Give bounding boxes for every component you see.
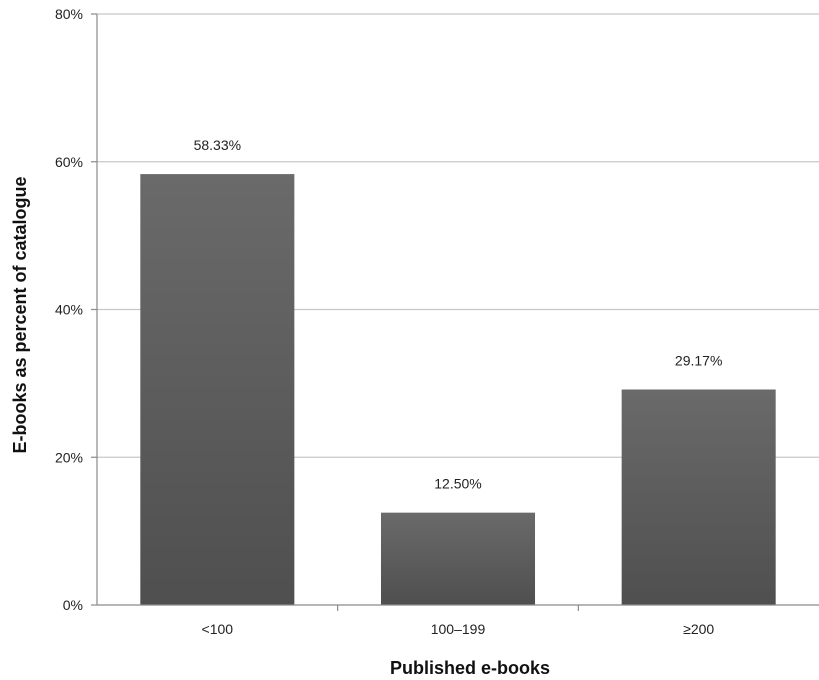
- y-tick-label: 40%: [55, 302, 83, 318]
- data-label: 29.17%: [675, 353, 722, 369]
- bar: [380, 512, 536, 605]
- labels-layer: 0% 20% 40% 60% 80% 58.33% <100 12.50% 100–199 29.…: [55, 6, 722, 637]
- bar: [140, 174, 295, 605]
- bars-layer: [140, 174, 776, 605]
- data-label: 58.33%: [194, 137, 241, 153]
- data-label: 12.50%: [434, 476, 481, 492]
- y-tick-label: 0%: [63, 597, 83, 613]
- axis-layer: [91, 13, 819, 611]
- y-tick-label: 80%: [55, 6, 83, 22]
- x-axis-title: Published e-books: [390, 658, 550, 678]
- y-tick-label: 60%: [55, 154, 83, 170]
- y-tick-label: 20%: [55, 449, 83, 465]
- y-axis-title: E-books as percent of catalogue: [10, 176, 30, 453]
- x-tick-label: 100–199: [431, 621, 486, 637]
- x-tick-label: ≥200: [683, 621, 714, 637]
- x-tick-label: <100: [202, 621, 234, 637]
- bar: [621, 389, 776, 605]
